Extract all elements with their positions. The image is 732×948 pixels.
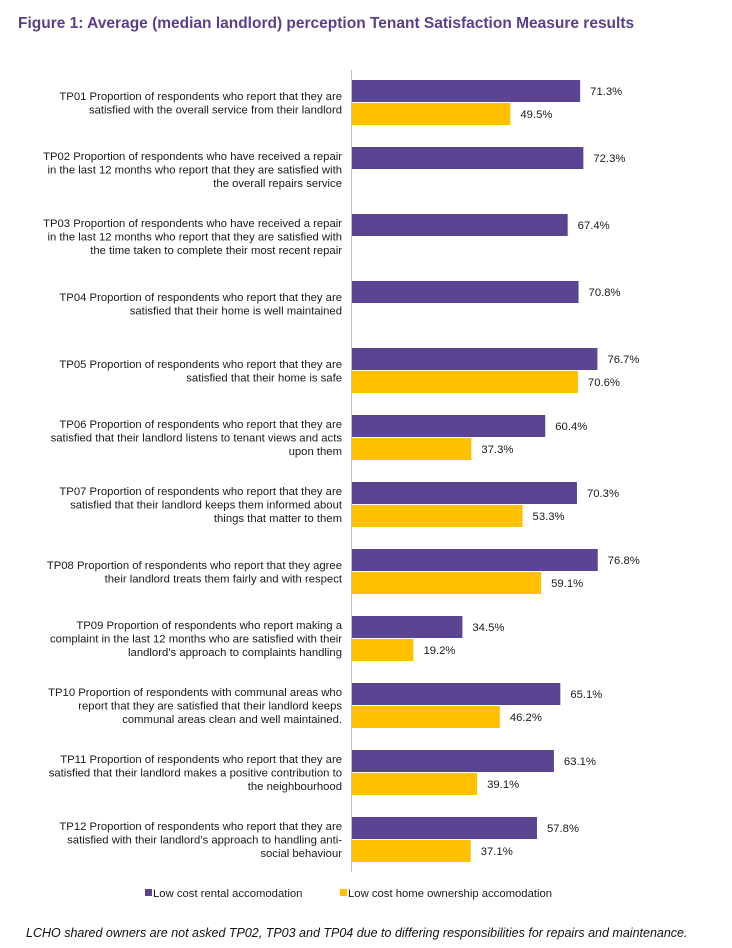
category-label-line: report that they are satisfied that thei…: [78, 701, 342, 713]
footnote: LCHO shared owners are not asked TP02, T…: [26, 926, 688, 940]
category-label: TP03 Proportion of respondents who have …: [43, 218, 342, 257]
bars-layer: TP01 Proportion of respondents who repor…: [43, 80, 640, 862]
bar-rental: [352, 415, 546, 437]
bar-ownership: [352, 840, 471, 862]
bar-rental: [352, 482, 577, 504]
category-label-line: TP02 Proportion of respondents who have …: [43, 151, 342, 163]
value-label: 65.1%: [570, 689, 602, 701]
bar-rental: [352, 80, 581, 102]
category-label-line: things that matter to them: [214, 513, 342, 525]
category-label-line: in the last 12 months who report that th…: [47, 232, 342, 244]
legend-label-ownership: Low cost home ownership accomodation: [348, 888, 552, 900]
category-label-line: satisfied with the overall service from …: [89, 104, 342, 116]
bar-ownership: [352, 706, 500, 728]
bar-ownership: [352, 371, 578, 393]
bar-rental: [352, 281, 579, 303]
figure-title: Figure 1: Average (median landlord) perc…: [18, 15, 635, 32]
category-label-line: TP11 Proportion of respondents who repor…: [60, 754, 342, 766]
value-label: 46.2%: [510, 712, 542, 724]
category-label-line: upon them: [289, 446, 342, 458]
category-label: TP12 Proportion of respondents who repor…: [59, 821, 342, 860]
category-label-line: landlord’s approach to complaints handli…: [128, 647, 342, 659]
category-label-line: TP07 Proportion of respondents who repor…: [59, 486, 342, 498]
value-label: 49.5%: [520, 109, 552, 121]
category-label-line: TP10 Proportion of respondents with comm…: [48, 687, 342, 699]
category-label-line: satisfied that their landlord keeps them…: [70, 500, 343, 512]
value-label: 70.3%: [587, 488, 619, 500]
value-label: 76.8%: [608, 555, 640, 567]
category-label-line: satisfied that their home is well mainta…: [130, 305, 342, 317]
value-label: 37.1%: [481, 846, 513, 858]
category-label: TP10 Proportion of respondents with comm…: [48, 687, 342, 726]
category-label-line: satisfied that their home is safe: [186, 372, 342, 384]
category-label-line: the time taken to complete their most re…: [90, 245, 342, 257]
value-label: 70.6%: [588, 377, 620, 389]
value-label: 72.3%: [593, 153, 625, 165]
category-label-line: communal areas clean and well maintained…: [122, 714, 342, 726]
bar-ownership: [352, 773, 478, 795]
category-label-line: TP04 Proportion of respondents who repor…: [59, 292, 342, 304]
category-label-line: the overall repairs service: [213, 178, 342, 190]
bar-rental: [352, 147, 584, 169]
category-label: TP01 Proportion of respondents who repor…: [59, 91, 342, 117]
bar-rental: [352, 549, 598, 571]
bar-ownership: [352, 103, 511, 125]
bar-rental: [352, 348, 598, 370]
category-label-line: TP09 Proportion of respondents who repor…: [76, 620, 342, 632]
bar-rental: [352, 616, 463, 638]
legend-label-rental: Low cost rental accomodation: [153, 888, 302, 900]
value-label: 60.4%: [555, 421, 587, 433]
category-label-line: social behaviour: [260, 848, 342, 860]
bar-ownership: [352, 639, 414, 661]
bar-rental: [352, 750, 554, 772]
value-label: 71.3%: [590, 86, 622, 98]
category-label-line: in the last 12 months who report that th…: [47, 165, 342, 177]
category-label: TP05 Proportion of respondents who repor…: [59, 359, 342, 385]
category-label-line: TP03 Proportion of respondents who have …: [43, 218, 342, 230]
category-label-line: satisfied that their landlord listens to…: [51, 433, 343, 445]
value-label: 34.5%: [472, 622, 504, 634]
category-label: TP11 Proportion of respondents who repor…: [49, 754, 342, 793]
value-label: 19.2%: [423, 645, 455, 657]
value-label: 59.1%: [551, 578, 583, 590]
value-label: 37.3%: [481, 444, 513, 456]
value-label: 67.4%: [578, 220, 610, 232]
category-label-line: satisfied with their landlord’s approach…: [67, 835, 342, 847]
category-label-line: TP06 Proportion of respondents who repor…: [59, 419, 342, 431]
bar-rental: [352, 817, 537, 839]
value-label: 39.1%: [487, 779, 519, 791]
category-label-line: TP08 Proportion of respondents who repor…: [47, 560, 342, 572]
value-label: 57.8%: [547, 823, 579, 835]
category-label-line: complaint in the last 12 months who are …: [50, 634, 342, 646]
legend-swatch-rental: [145, 889, 152, 896]
category-label: TP09 Proportion of respondents who repor…: [50, 620, 343, 659]
bar-chart: TP01 Proportion of respondents who repor…: [43, 70, 640, 900]
value-label: 70.8%: [589, 287, 621, 299]
value-label: 53.3%: [533, 511, 565, 523]
bar-ownership: [352, 505, 523, 527]
bar-rental: [352, 683, 561, 705]
value-label: 63.1%: [564, 756, 596, 768]
legend: Low cost rental accomodation Low cost hom…: [145, 888, 552, 900]
category-label: TP07 Proportion of respondents who repor…: [59, 486, 342, 525]
category-label-line: TP05 Proportion of respondents who repor…: [59, 359, 342, 371]
bar-rental: [352, 214, 568, 236]
category-label: TP06 Proportion of respondents who repor…: [51, 419, 343, 458]
category-label-line: TP12 Proportion of respondents who repor…: [59, 821, 342, 833]
bar-ownership: [352, 438, 472, 460]
legend-swatch-ownership: [340, 889, 347, 896]
category-label: TP08 Proportion of respondents who repor…: [47, 560, 343, 586]
category-label-line: satisfied that their landlord makes a po…: [49, 768, 342, 780]
category-label-line: TP01 Proportion of respondents who repor…: [59, 91, 342, 103]
value-label: 76.7%: [607, 354, 639, 366]
category-label: TP02 Proportion of respondents who have …: [43, 151, 342, 190]
category-label-line: the neighbourhood: [248, 781, 342, 793]
category-label: TP04 Proportion of respondents who repor…: [59, 292, 342, 318]
bar-ownership: [352, 572, 542, 594]
category-label-line: their landlord treats them fairly and wi…: [105, 573, 343, 585]
